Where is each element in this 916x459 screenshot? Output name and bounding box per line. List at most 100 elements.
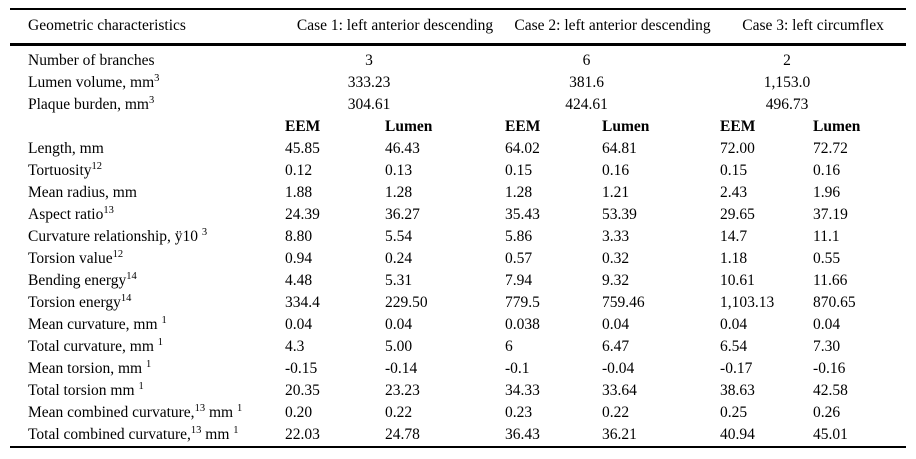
cell-value: 0.15 <box>720 162 748 179</box>
cell-value: 9.32 <box>602 272 630 289</box>
cell-value: 6 <box>582 52 591 69</box>
subheader-case3-eem: EEM <box>720 118 756 135</box>
row-label: Total torsion mm 1 <box>28 380 144 399</box>
cell-value: 0.16 <box>813 162 841 179</box>
cell-value: 0.57 <box>505 250 533 267</box>
header-geometric-characteristics: Geometric characteristics <box>28 17 186 34</box>
cell-value: 35.43 <box>505 206 540 223</box>
subheader-case1-eem: EEM <box>285 118 321 135</box>
cell-value: 64.81 <box>602 140 637 157</box>
cell-value: 24.78 <box>385 426 420 443</box>
cell-value: -0.1 <box>505 360 530 377</box>
cell-value: 14.7 <box>720 228 748 245</box>
cell-value: 37.19 <box>813 206 848 223</box>
table-row: Curvature relationship, ÿ10 3 8.80 5.54 5.8… <box>10 226 906 248</box>
subheader-case1-lumen: Lumen <box>385 118 433 135</box>
cell-value: 0.04 <box>720 316 748 333</box>
cell-value: 1.18 <box>720 250 748 267</box>
cell-value: 42.58 <box>813 382 848 399</box>
table-row: Total curvature, mm 1 4.3 5.00 6 6.47 6.54 7.3… <box>10 336 906 358</box>
cell-value: 381.6 <box>569 74 604 91</box>
cell-value: 779.5 <box>505 294 540 311</box>
cell-value: -0.15 <box>285 360 318 377</box>
cell-value: -0.14 <box>385 360 418 377</box>
cell-value: 36.21 <box>602 426 637 443</box>
table-row: Lumen volume, mm3 333.23 381.6 1,153.0 <box>10 72 906 94</box>
cell-value: 1,153.0 <box>763 74 811 91</box>
cell-value: 1.28 <box>385 184 413 201</box>
cell-value: 40.94 <box>720 426 755 443</box>
cell-value: 36.43 <box>505 426 540 443</box>
row-label: Mean torsion, mm 1 <box>28 358 152 377</box>
cell-value: 24.39 <box>285 206 320 223</box>
cell-value: 496.73 <box>765 96 809 113</box>
cell-value: 0.15 <box>505 162 533 179</box>
row-label: Mean radius, mm <box>28 184 137 201</box>
row-label: Torsion value12 <box>28 248 124 267</box>
cell-value: 4.3 <box>285 338 305 355</box>
cell-value: 23.23 <box>385 382 420 399</box>
eem-lumen-subheader-row: EEM Lumen EEM Lumen EEM Lumen <box>10 116 906 138</box>
cell-value: 334.4 <box>285 294 320 311</box>
table-row: Total torsion mm 1 20.35 23.23 34.33 33.64 38… <box>10 380 906 402</box>
row-label: Mean curvature, mm 1 <box>28 314 167 333</box>
row-label: Length, mm <box>28 140 104 157</box>
table-row: Total combined curvature,13 mm 1 22.03 24.… <box>10 424 906 447</box>
cell-value: -0.17 <box>720 360 753 377</box>
cell-value: 6 <box>505 338 513 355</box>
table-row: Number of branches 3 6 2 <box>10 45 906 73</box>
row-label: Number of branches <box>28 52 155 69</box>
row-label: Bending energy14 <box>28 270 137 289</box>
cell-value: 0.24 <box>385 250 413 267</box>
cell-value: 0.13 <box>385 162 413 179</box>
cell-value: 45.85 <box>285 140 320 157</box>
cell-value: -0.16 <box>813 360 846 377</box>
cell-value: 0.23 <box>505 404 533 421</box>
cell-value: 229.50 <box>385 294 428 311</box>
cell-value: 0.26 <box>813 404 841 421</box>
cell-value: 5.31 <box>385 272 413 289</box>
cell-value: 0.038 <box>505 316 540 333</box>
table-row: Tortuosity12 0.12 0.13 0.15 0.16 0.15 0.16 <box>10 160 906 182</box>
cell-value: 1,103.13 <box>720 294 775 311</box>
cell-value: 4.48 <box>285 272 313 289</box>
summary-rows: Number of branches 3 6 2 Lumen volume, mm3 33… <box>10 45 906 117</box>
cell-value: 0.04 <box>285 316 313 333</box>
cell-value: -0.04 <box>602 360 635 377</box>
header-case-1: Case 1: left anterior descending <box>296 17 494 34</box>
row-label: Total combined curvature,13 mm 1 <box>28 424 239 443</box>
cell-value: 5.00 <box>385 338 413 355</box>
cell-value: 1.88 <box>285 184 313 201</box>
cell-value: 1.21 <box>602 184 630 201</box>
cell-value: 0.25 <box>720 404 748 421</box>
cell-value: 0.55 <box>813 250 841 267</box>
cell-value: 0.16 <box>602 162 630 179</box>
table-row: Aspect ratio13 24.39 36.27 35.43 53.39 29.65 3… <box>10 204 906 226</box>
cell-value: 424.61 <box>565 96 608 113</box>
table-row: Mean torsion, mm 1 -0.15 -0.14 -0.1 -0.04 -0.… <box>10 358 906 380</box>
cell-value: 0.04 <box>813 316 841 333</box>
subheader-section: EEM Lumen EEM Lumen EEM Lumen <box>10 116 906 138</box>
cell-value: 0.22 <box>602 404 630 421</box>
row-label: Torsion energy14 <box>28 292 132 311</box>
subheader-case3-lumen: Lumen <box>813 118 861 135</box>
subheader-empty-cell <box>10 116 285 138</box>
cell-value: 333.23 <box>347 74 391 91</box>
cell-value: 7.30 <box>813 338 841 355</box>
cell-value: 304.61 <box>347 96 391 113</box>
cell-value: 0.22 <box>385 404 413 421</box>
row-label: Aspect ratio13 <box>28 204 114 223</box>
cell-value: 870.65 <box>813 294 856 311</box>
cell-value: 64.02 <box>505 140 540 157</box>
table-row: Length, mm 45.85 46.43 64.02 64.81 72.00 72.72 <box>10 138 906 160</box>
cell-value: 45.01 <box>813 426 848 443</box>
row-label: Lumen volume, mm3 <box>28 72 160 91</box>
cell-value: 6.54 <box>720 338 748 355</box>
cell-value: 0.04 <box>385 316 413 333</box>
row-label: Plaque burden, mm3 <box>28 94 155 113</box>
cell-value: 20.35 <box>285 382 320 399</box>
cell-value: 8.80 <box>285 228 313 245</box>
cell-value: 33.64 <box>602 382 637 399</box>
cell-value: 0.20 <box>285 404 313 421</box>
cell-value: 0.32 <box>602 250 630 267</box>
